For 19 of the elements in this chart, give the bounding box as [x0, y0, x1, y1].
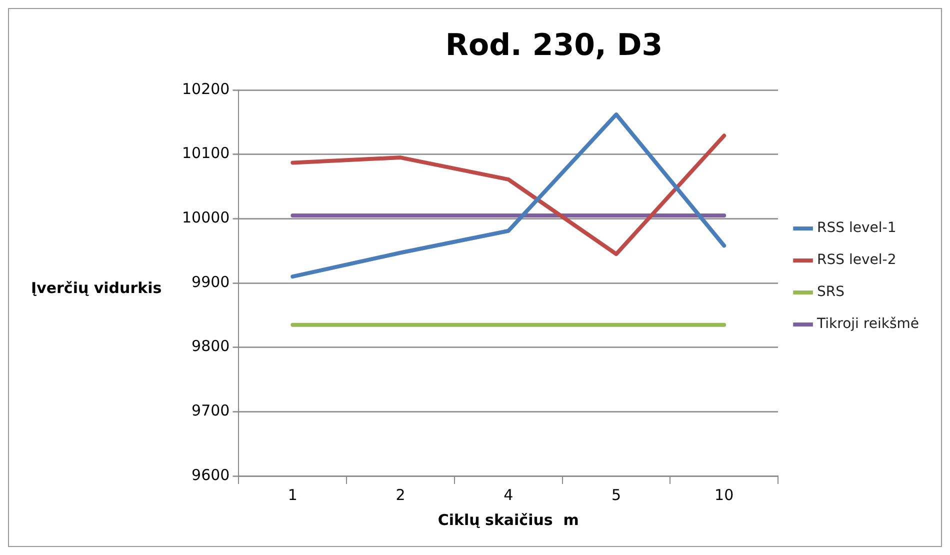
legend-label: RSS level-1: [817, 220, 896, 236]
y-tick-label: 9600: [192, 466, 230, 484]
x-axis-title: Ciklų skaičius m: [438, 510, 579, 529]
legend-label: SRS: [817, 284, 845, 300]
legend-label: RSS level-2: [817, 252, 896, 268]
x-tick-label: 5: [611, 486, 622, 504]
y-tick-label: 10000: [182, 208, 230, 227]
y-tick-label: 10100: [182, 144, 230, 162]
x-tick-label: 1: [288, 486, 298, 504]
y-tick-label: 9800: [192, 337, 230, 356]
y-tick-label: 10200: [182, 80, 230, 98]
legend-label: Tikroji reikšmė: [816, 316, 920, 332]
y-tick-label: 9900: [192, 272, 230, 291]
chart-title: Rod. 230, D3: [445, 28, 663, 63]
y-axis-title: Įverčių vidurkis: [31, 279, 162, 297]
y-tick-label: 9700: [192, 402, 230, 420]
x-tick-label: 10: [714, 486, 734, 504]
x-tick-label: 4: [504, 486, 514, 504]
x-tick-label: 2: [396, 486, 406, 504]
